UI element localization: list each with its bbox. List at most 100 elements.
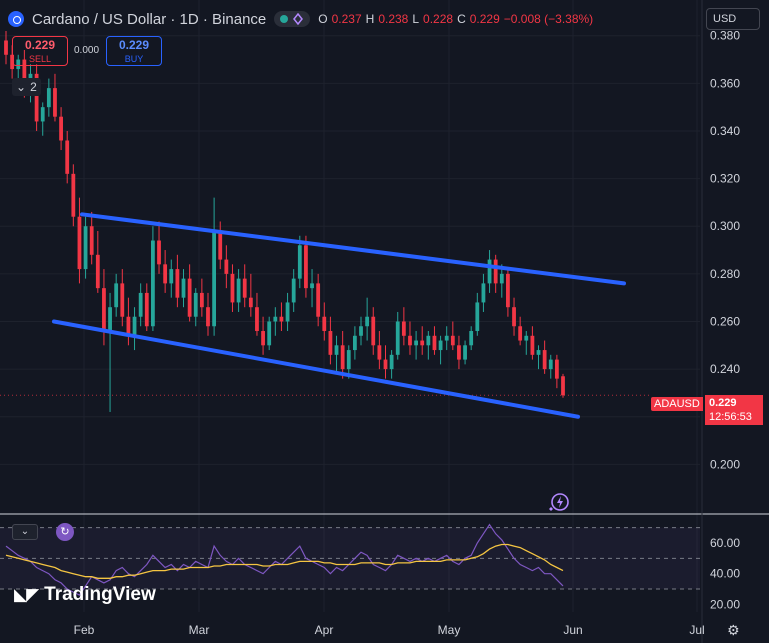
candle-body bbox=[365, 316, 370, 327]
candle-body bbox=[34, 73, 39, 122]
candle-body bbox=[193, 292, 198, 317]
sell-button[interactable]: 0.229 SELL bbox=[12, 36, 68, 66]
symbol-title[interactable]: Cardano / US Dollar · 1D · Binance bbox=[32, 10, 267, 28]
candle-body bbox=[261, 331, 265, 346]
visibility-toggle[interactable] bbox=[274, 11, 311, 27]
candle-body bbox=[316, 283, 321, 317]
last-price-value: 0.229 bbox=[709, 397, 737, 409]
candle-body bbox=[4, 40, 8, 55]
candle-body bbox=[144, 292, 149, 327]
candle-body bbox=[114, 283, 119, 308]
candle-body bbox=[291, 278, 296, 303]
candle-body bbox=[395, 321, 400, 355]
candle-body bbox=[16, 59, 21, 70]
rsi-line bbox=[5, 523, 564, 596]
chart-header: Cardano / US Dollar · 1D · Binance O 0.23… bbox=[8, 8, 593, 30]
candle-body bbox=[524, 335, 529, 341]
buy-label: BUY bbox=[124, 54, 144, 64]
gear-icon[interactable]: ⚙ bbox=[727, 622, 740, 638]
rsi-tick-label: 20.00 bbox=[710, 597, 740, 611]
candle-body bbox=[304, 245, 308, 289]
candle-body bbox=[426, 335, 431, 346]
candle-body bbox=[530, 335, 535, 355]
currency-button[interactable]: USD bbox=[706, 8, 760, 30]
candle-body bbox=[132, 316, 137, 336]
time-tick-label: May bbox=[438, 623, 461, 637]
rsi-pane: 60.00 40.00 20.00 bbox=[0, 523, 740, 611]
time-tick-label: Feb bbox=[74, 623, 95, 637]
last-price-label: 0.229 12:56:53 bbox=[705, 395, 763, 425]
candle-body bbox=[169, 269, 174, 284]
candle-body bbox=[212, 230, 217, 327]
candle-body bbox=[151, 240, 155, 327]
brand-name: TradingView bbox=[44, 584, 156, 605]
time-tick-label: Mar bbox=[189, 623, 210, 637]
candle-body bbox=[40, 107, 45, 122]
candle-body bbox=[89, 226, 94, 255]
chevron-down-icon: ⌄ bbox=[20, 526, 30, 537]
candle-body bbox=[469, 331, 474, 346]
candle-body bbox=[352, 335, 357, 351]
candle-body bbox=[450, 335, 455, 346]
candle-body bbox=[371, 316, 376, 346]
candle-body bbox=[457, 345, 461, 360]
indicators-collapse-button[interactable]: ⌄ 2 bbox=[12, 78, 41, 96]
tradingview-logo[interactable]: ◣◤ TradingView bbox=[14, 584, 156, 606]
candle-body bbox=[230, 273, 235, 303]
tradingview-mark-icon: ◣◤ bbox=[14, 585, 39, 604]
candle-body bbox=[377, 345, 382, 360]
candle-body bbox=[536, 350, 541, 355]
candle-body bbox=[444, 335, 449, 341]
rsi-tick-label: 40.00 bbox=[710, 567, 740, 581]
time-axis[interactable]: Feb Mar Apr May Jun Jul bbox=[74, 623, 705, 637]
candle-body bbox=[181, 278, 186, 298]
candle-body bbox=[120, 283, 125, 317]
last-price-symbol: ADAUSD bbox=[651, 397, 703, 411]
candle-body bbox=[126, 316, 131, 336]
candle-body bbox=[542, 350, 547, 370]
chevron-down-icon: ⌄ bbox=[16, 80, 27, 94]
candle-body bbox=[310, 283, 314, 289]
candle-body bbox=[206, 307, 210, 327]
candle-body bbox=[432, 335, 437, 351]
candle-body bbox=[561, 376, 565, 396]
rsi-collapse-button[interactable]: ⌄ bbox=[12, 524, 38, 540]
candle-body bbox=[414, 340, 418, 346]
price-tick-label: 0.340 bbox=[710, 124, 740, 138]
candle-body bbox=[481, 283, 486, 303]
candle-body bbox=[22, 59, 27, 93]
buy-price: 0.229 bbox=[118, 38, 150, 52]
rsi-indicator-icon[interactable]: ↻ bbox=[56, 523, 74, 541]
time-tick-label: Jul bbox=[689, 623, 704, 637]
candle-body bbox=[236, 278, 241, 303]
candle-body bbox=[518, 326, 523, 341]
candle-body bbox=[279, 316, 284, 322]
candle-body bbox=[255, 307, 259, 332]
candle-body bbox=[285, 302, 290, 322]
candle-body bbox=[187, 278, 192, 317]
price-tick-label: 0.260 bbox=[710, 314, 740, 328]
lightning-icon[interactable] bbox=[546, 491, 572, 513]
candle-body bbox=[359, 326, 363, 336]
candle-body bbox=[499, 273, 504, 284]
candle-body bbox=[506, 273, 510, 308]
trendlines[interactable] bbox=[52, 212, 626, 419]
candle-body bbox=[512, 307, 516, 327]
price-tick-label: 0.240 bbox=[710, 362, 740, 376]
candle-body bbox=[297, 245, 302, 279]
trendline-upper bbox=[80, 212, 626, 286]
candle-body bbox=[59, 116, 63, 141]
candle-body bbox=[175, 269, 180, 298]
candle-body bbox=[138, 292, 143, 317]
ethereum-like-icon bbox=[293, 13, 304, 25]
sell-label: SELL bbox=[28, 54, 52, 64]
price-tick-label: 0.360 bbox=[710, 76, 740, 90]
candle-body bbox=[420, 340, 425, 346]
candle-body bbox=[224, 259, 229, 274]
buy-button[interactable]: 0.229 BUY bbox=[106, 36, 162, 66]
candle-body bbox=[463, 345, 467, 360]
candle-body bbox=[273, 316, 278, 322]
candle-body bbox=[346, 350, 351, 370]
candle-body bbox=[157, 240, 161, 265]
